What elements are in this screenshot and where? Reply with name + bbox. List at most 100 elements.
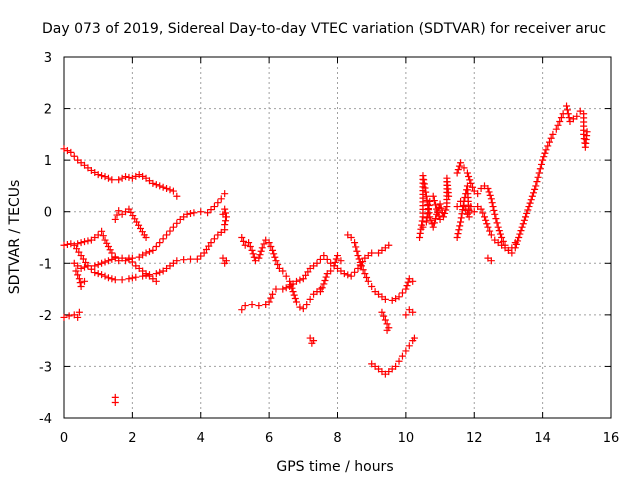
data-point (425, 209, 433, 217)
data-point (156, 239, 164, 247)
data-point (101, 258, 109, 266)
data-point (104, 274, 112, 282)
data-point (260, 240, 268, 248)
data-point (122, 173, 130, 181)
data-point (221, 190, 229, 198)
data-point (108, 275, 116, 283)
data-point (430, 219, 438, 227)
x-tick-label: 16 (603, 431, 620, 446)
data-point (547, 134, 555, 142)
data-point (75, 308, 83, 316)
data-point (383, 320, 391, 328)
data-point (368, 249, 376, 257)
data-point (487, 195, 495, 203)
y-tick-label: 1 (44, 154, 52, 169)
data-point (197, 252, 205, 260)
data-point (296, 276, 304, 284)
data-point (416, 229, 424, 237)
data-point (565, 114, 573, 122)
data-point (159, 183, 167, 191)
data-point (527, 196, 535, 204)
data-point (207, 239, 215, 247)
y-tick-label: 3 (44, 51, 52, 66)
data-point (118, 174, 126, 182)
data-point (87, 265, 95, 273)
data-point (60, 145, 68, 153)
data-point (84, 237, 92, 245)
data-point (111, 399, 119, 407)
data-point (238, 234, 246, 241)
data-point (108, 249, 116, 257)
data-point (525, 203, 533, 211)
data-point (531, 185, 539, 193)
data-point (77, 264, 85, 272)
data-point (426, 197, 434, 205)
data-point (190, 209, 198, 217)
y-tick-label: 2 (44, 103, 52, 118)
data-point (385, 241, 393, 249)
data-point (378, 308, 386, 316)
data-point (487, 257, 495, 265)
data-point (125, 254, 133, 262)
data-point (494, 223, 502, 231)
x-tick-labels: 0 2 4 6 8 10 12 14 16 (60, 431, 619, 446)
data-point (282, 272, 290, 280)
data-point (125, 173, 133, 181)
data-point (536, 165, 544, 173)
data-point (65, 312, 73, 320)
x-tick-label: 0 (60, 431, 68, 446)
data-point (352, 243, 360, 251)
data-point (94, 171, 102, 179)
data-point (103, 239, 111, 247)
data-point (491, 210, 499, 218)
data-point (67, 240, 75, 248)
data-point (359, 266, 367, 274)
data-point (422, 188, 430, 196)
data-point (532, 182, 540, 190)
data-point (63, 240, 71, 248)
data-point (94, 270, 102, 278)
data-point (383, 326, 391, 334)
data-point (429, 192, 437, 200)
data-point (163, 185, 171, 193)
data-point (145, 248, 153, 256)
data-point (445, 192, 453, 200)
data-point (128, 258, 136, 266)
data-point (173, 219, 181, 227)
data-point (395, 357, 403, 365)
x-tick-label: 12 (466, 431, 483, 446)
data-point (149, 246, 157, 254)
data-point (430, 197, 438, 205)
data-point (248, 246, 256, 254)
data-point (269, 246, 277, 254)
data-point (419, 223, 427, 231)
data-point (402, 285, 410, 293)
data-point (398, 289, 406, 297)
data-point (539, 156, 547, 164)
data-point (355, 255, 363, 263)
data-point (363, 273, 371, 281)
data-point (402, 311, 410, 319)
x-tick-label: 4 (197, 431, 205, 446)
data-point (180, 256, 188, 264)
data-point (152, 243, 160, 251)
x-tick-label: 10 (398, 431, 415, 446)
data-point (353, 247, 361, 255)
data-point (512, 240, 520, 248)
data-point (282, 284, 290, 292)
data-point (257, 247, 265, 255)
data-point (465, 172, 473, 180)
data-point (381, 295, 389, 303)
data-point (60, 313, 68, 321)
data-point (106, 246, 114, 254)
data-point (557, 114, 565, 122)
data-point (166, 186, 174, 194)
data-point (469, 183, 477, 191)
data-point (381, 316, 389, 324)
data-point (466, 176, 474, 184)
data-point (318, 284, 326, 292)
data-point (459, 206, 467, 214)
data-point (113, 211, 121, 219)
data-point (436, 200, 444, 208)
